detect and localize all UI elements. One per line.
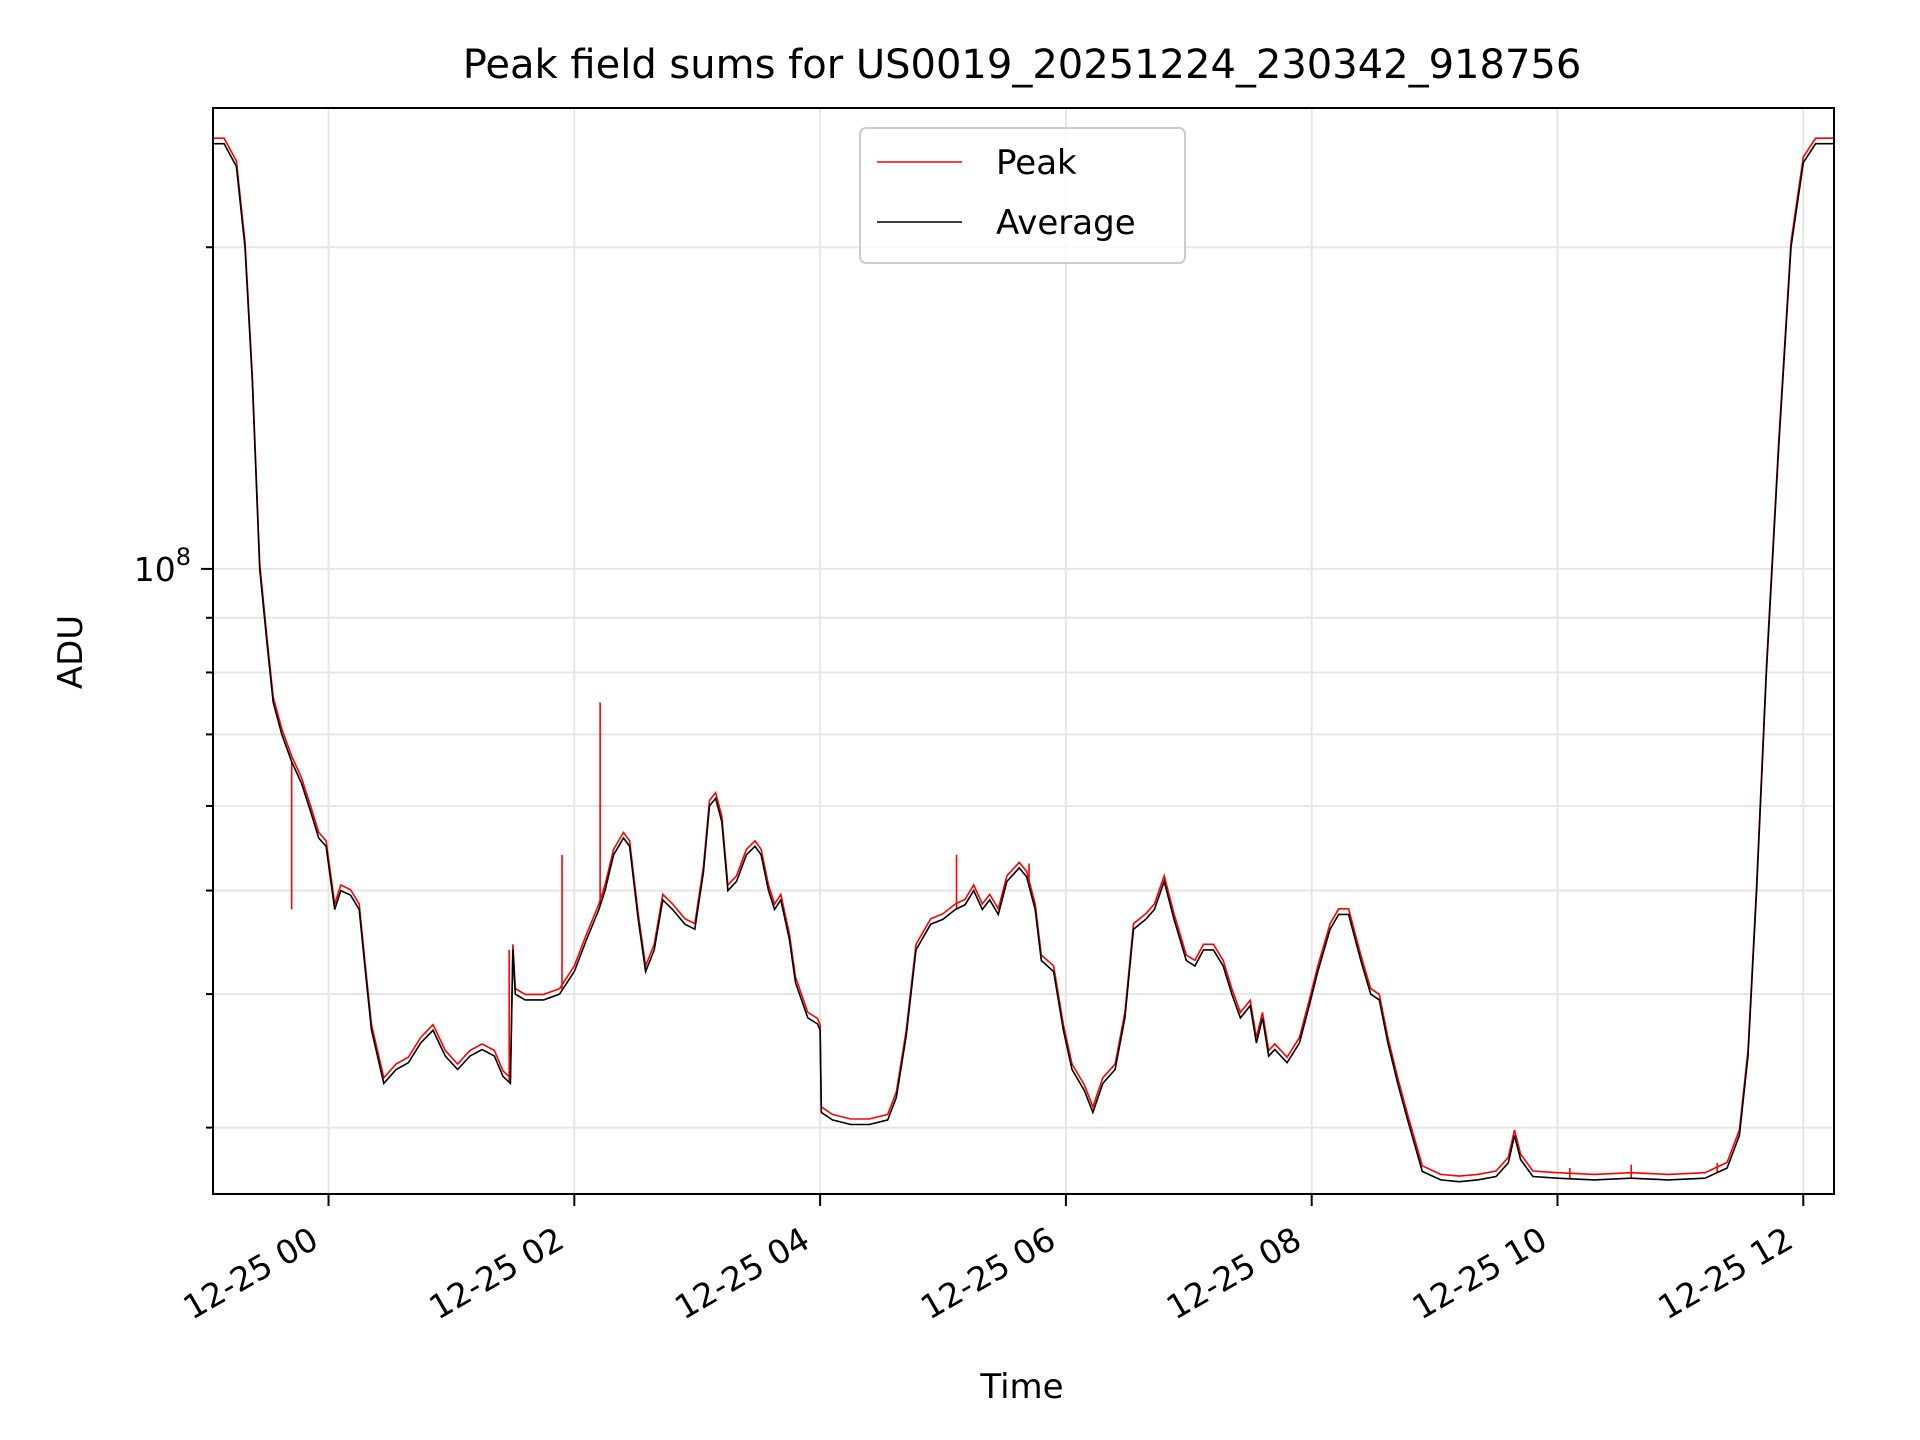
legend-average-label: Average (996, 203, 1136, 243)
series-average-line (213, 142, 1834, 1183)
y-tick-label: 108 (134, 543, 191, 589)
series-average (213, 142, 1834, 1183)
legend: Peak Average (859, 127, 1186, 264)
x-axis-label: Time (979, 1367, 1063, 1407)
chart-title: Peak field sums for US0019_20251224_2303… (463, 42, 1582, 88)
legend-peak-label: Peak (996, 143, 1077, 183)
series-peak (213, 137, 1834, 1179)
series-peak-line (213, 137, 1834, 1177)
plot-frame (212, 107, 1835, 1195)
y-axis-label: ADU (51, 615, 91, 689)
